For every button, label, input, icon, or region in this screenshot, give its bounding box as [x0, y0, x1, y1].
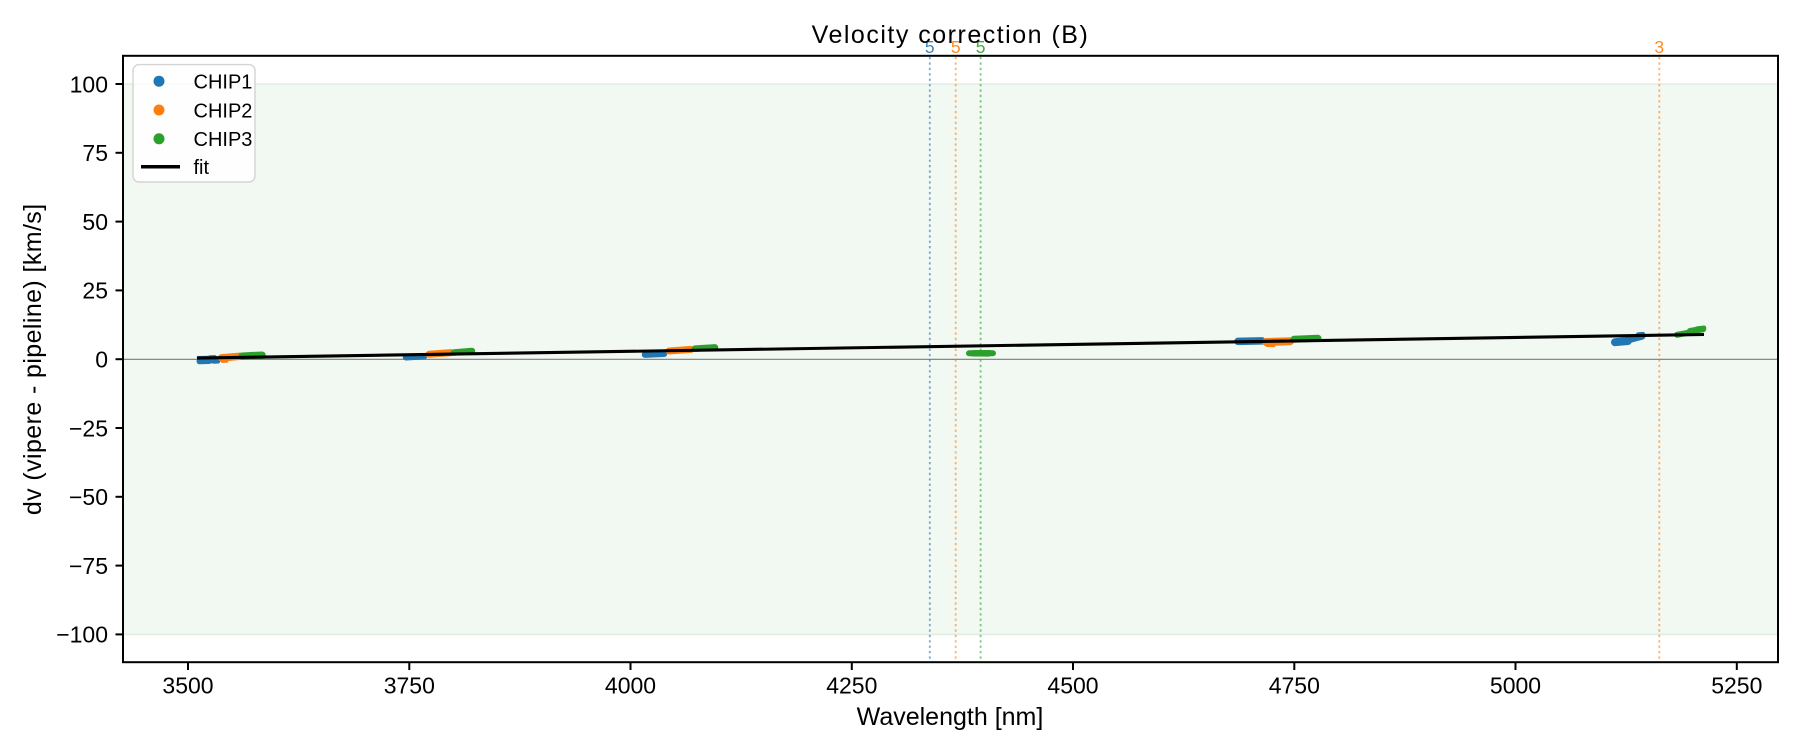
svg-text:3: 3	[1654, 37, 1664, 57]
svg-text:−100: −100	[56, 622, 108, 648]
svg-text:0: 0	[95, 347, 108, 373]
svg-text:4500: 4500	[1047, 673, 1098, 699]
svg-text:dv (vipere - pipeline) [km/s]: dv (vipere - pipeline) [km/s]	[19, 203, 47, 515]
svg-text:4250: 4250	[826, 673, 877, 699]
svg-text:4000: 4000	[605, 673, 656, 699]
svg-text:CHIP2: CHIP2	[194, 100, 253, 122]
svg-text:5: 5	[976, 37, 986, 57]
svg-text:75: 75	[82, 140, 108, 166]
svg-text:−75: −75	[69, 553, 108, 579]
svg-text:Wavelength [nm]: Wavelength [nm]	[857, 703, 1044, 731]
svg-text:3750: 3750	[384, 673, 435, 699]
svg-text:−25: −25	[69, 415, 108, 441]
svg-text:fit: fit	[194, 157, 210, 179]
svg-text:CHIP1: CHIP1	[194, 72, 253, 94]
svg-text:5: 5	[951, 37, 961, 57]
svg-text:3500: 3500	[162, 673, 213, 699]
svg-text:Velocity correction (B): Velocity correction (B)	[812, 21, 1090, 49]
svg-text:5000: 5000	[1490, 673, 1541, 699]
svg-text:5250: 5250	[1711, 673, 1762, 699]
svg-text:4750: 4750	[1269, 673, 1320, 699]
svg-text:−50: −50	[69, 484, 108, 510]
svg-text:50: 50	[82, 209, 108, 235]
svg-text:100: 100	[70, 71, 108, 97]
svg-text:25: 25	[82, 278, 108, 304]
svg-text:CHIP3: CHIP3	[194, 129, 253, 151]
svg-text:5: 5	[925, 37, 935, 57]
